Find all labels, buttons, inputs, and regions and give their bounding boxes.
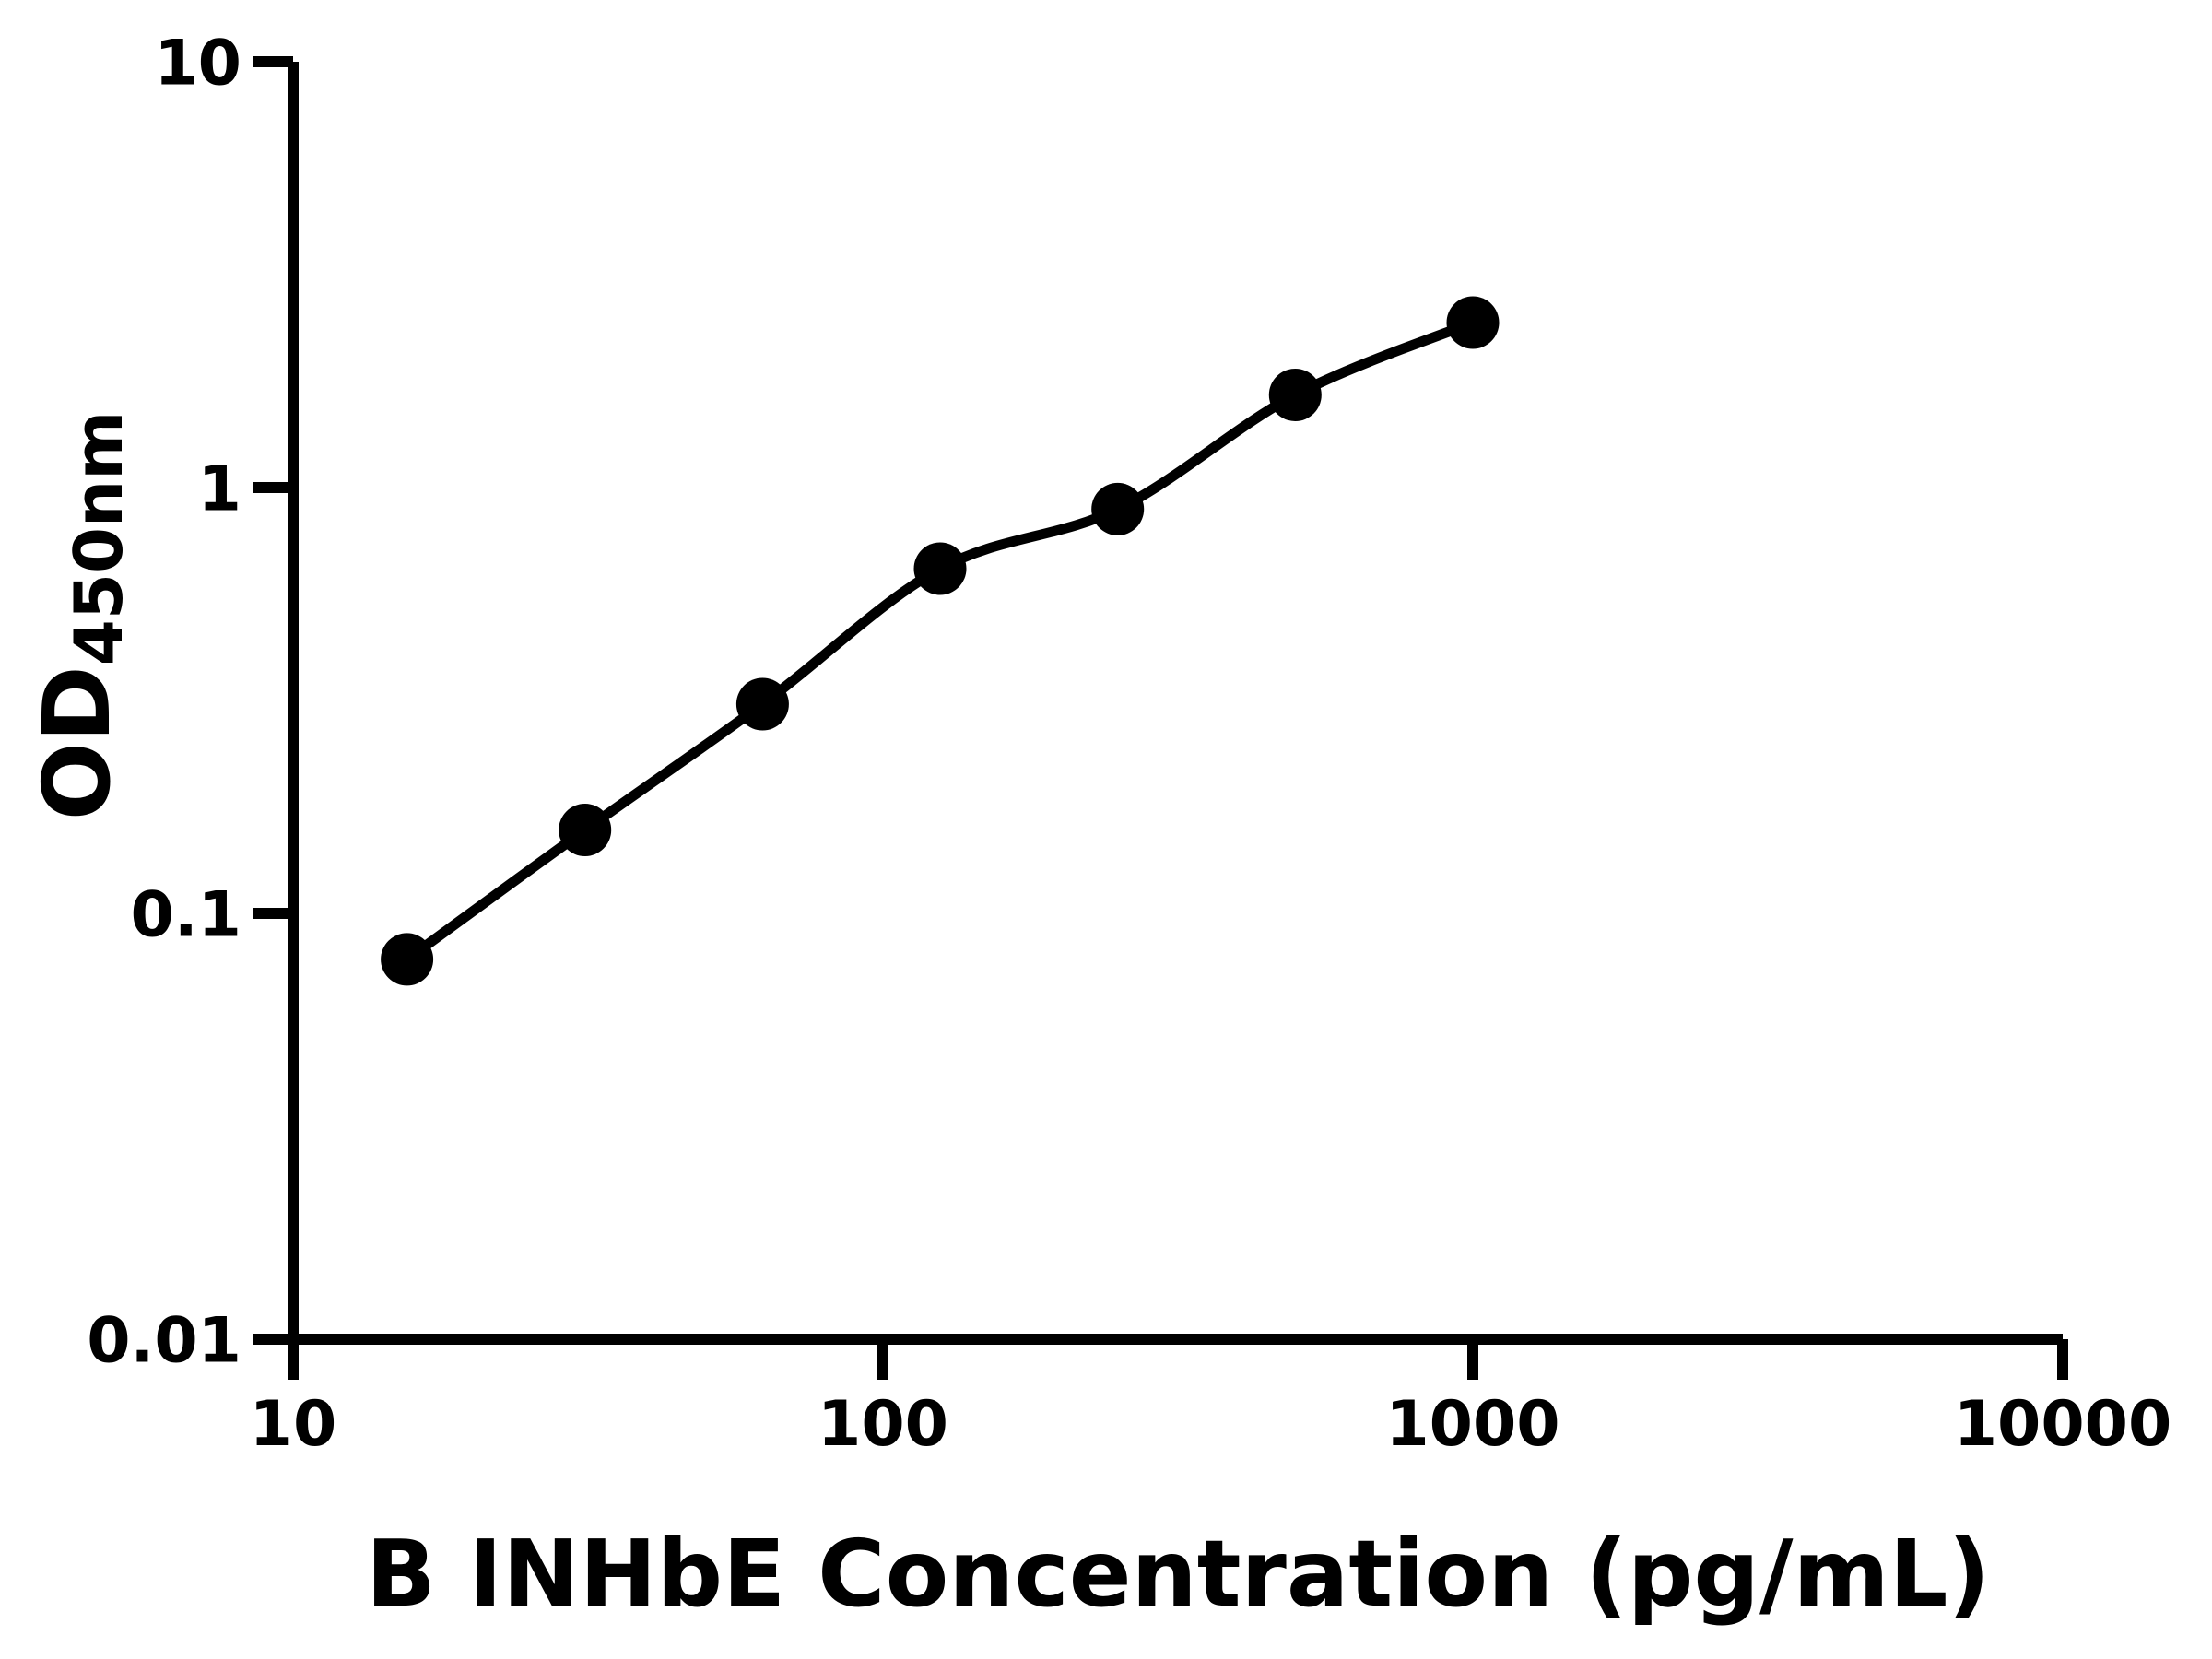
y-axis-title-subscript: 450nm — [60, 411, 137, 666]
x-tick-label: 10000 — [1954, 1388, 2172, 1461]
data-series — [381, 296, 1500, 986]
data-point — [559, 804, 612, 856]
data-point — [913, 542, 967, 595]
tick-labels: 0.01 0.1 1 10 10 100 1000 10000 — [87, 27, 2171, 1461]
tick-marks — [253, 56, 2068, 1380]
axis-spine — [288, 62, 2063, 1345]
data-point — [1446, 296, 1500, 349]
y-tick-label: 0.01 — [87, 1304, 241, 1377]
y-axis-title: OD450nm — [23, 411, 137, 821]
y-axis-title-main: OD — [23, 665, 131, 820]
standard-curve-line — [404, 317, 1476, 964]
data-point — [1268, 369, 1322, 421]
x-tick-label: 1000 — [1385, 1388, 1559, 1461]
data-point — [381, 933, 434, 986]
x-tick-label: 100 — [818, 1388, 948, 1461]
x-tick-label: 10 — [250, 1388, 337, 1461]
y-tick-label: 10 — [154, 27, 241, 100]
y-tick-label: 0.1 — [131, 878, 241, 951]
data-point — [1091, 482, 1145, 535]
data-point — [735, 677, 789, 731]
axes — [288, 62, 2063, 1345]
y-tick-label: 1 — [198, 453, 241, 525]
x-axis-title: B INHbE Concentration (pg/mL) — [366, 1520, 1990, 1628]
